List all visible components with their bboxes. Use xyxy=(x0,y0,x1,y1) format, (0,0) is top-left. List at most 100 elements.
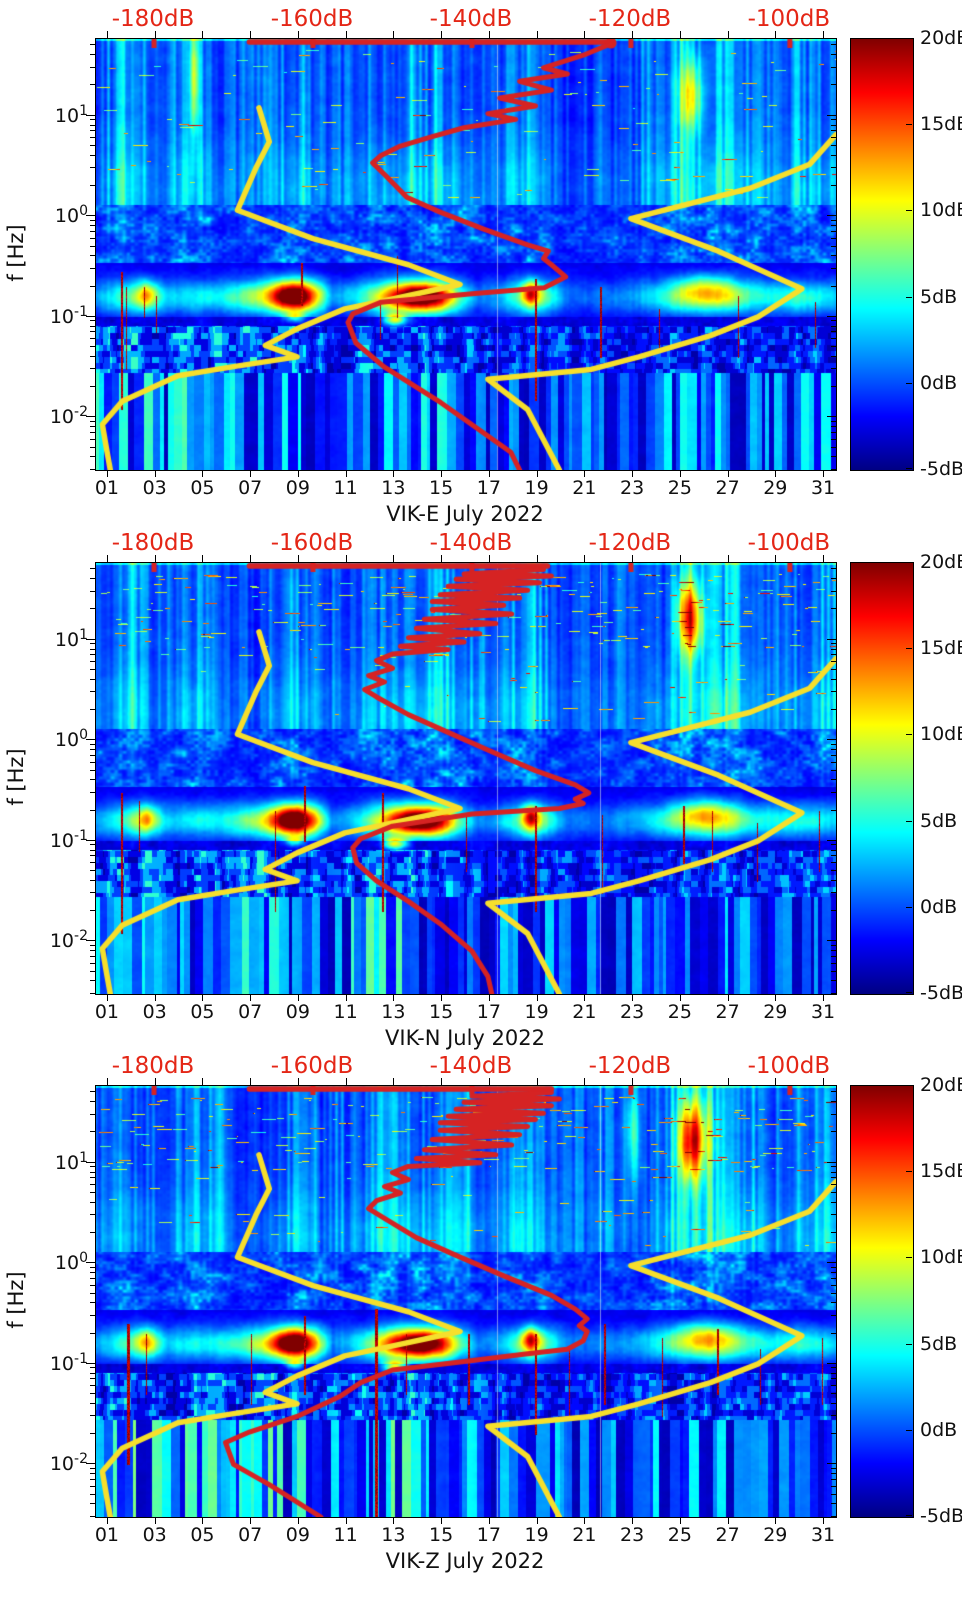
x-tick-label: 25 xyxy=(667,1524,692,1546)
axis-tick xyxy=(831,255,836,256)
axis-tick xyxy=(90,220,95,221)
axis-tick xyxy=(831,238,836,239)
axis-tick xyxy=(90,1232,95,1233)
y-tick-exponent: 1 xyxy=(79,102,88,119)
axis-tick xyxy=(827,840,836,841)
axis-tick xyxy=(831,1293,836,1294)
x-tick-label: 09 xyxy=(285,1524,310,1546)
colorbar-tick-label: 20dB xyxy=(920,27,962,49)
y-tick-exponent: -1 xyxy=(74,303,88,320)
axis-tick xyxy=(831,1278,836,1279)
colorbar-tick xyxy=(906,382,912,384)
axis-tick xyxy=(831,709,836,710)
axis-tick xyxy=(90,1315,95,1316)
axis-tick xyxy=(632,1078,633,1085)
axis-tick xyxy=(831,1503,836,1504)
axis-tick xyxy=(90,1433,95,1434)
axis-tick xyxy=(90,770,95,771)
x-tick-label: 29 xyxy=(763,477,788,499)
colorbar-tick xyxy=(906,296,912,298)
axis-tick xyxy=(393,470,394,477)
axis-tick xyxy=(90,456,95,457)
axis-tick xyxy=(90,320,95,321)
x-tick-label: 01 xyxy=(94,1524,120,1546)
colorbar-tick xyxy=(906,648,912,650)
axis-tick xyxy=(584,994,585,1001)
y-tick-exponent: -2 xyxy=(74,1451,88,1468)
top-axis-db-label: -160dB xyxy=(270,6,354,32)
y-axis-label: f [Hz] xyxy=(4,1271,28,1329)
axis-tick xyxy=(90,1293,95,1294)
axis-tick xyxy=(823,555,824,562)
axis-tick xyxy=(393,1517,394,1524)
axis-tick xyxy=(90,892,95,893)
axis-tick xyxy=(831,1378,836,1379)
x-tick-label: 05 xyxy=(190,1524,215,1546)
axis-tick xyxy=(489,1517,490,1524)
top-axis-db-label: -180dB xyxy=(111,6,195,32)
axis-tick xyxy=(831,1315,836,1316)
colorbar-tick-label: 5dB xyxy=(920,809,958,832)
axis-tick xyxy=(346,1517,347,1524)
axis-tick xyxy=(728,31,729,38)
axis-tick xyxy=(250,1078,251,1085)
axis-tick xyxy=(90,568,95,569)
axis-tick xyxy=(90,755,95,756)
axis-tick xyxy=(831,993,836,994)
y-tick-exponent: -2 xyxy=(74,928,88,945)
axis-tick xyxy=(90,255,95,256)
axis-tick xyxy=(831,167,836,168)
colorbar-tick xyxy=(906,1257,912,1259)
top-axis-db-label: -120dB xyxy=(588,6,672,32)
axis-tick xyxy=(90,326,95,327)
x-axis-title: VIK-N July 2022 xyxy=(385,1026,545,1050)
x-tick-label: 13 xyxy=(381,477,406,499)
x-tick-label: 07 xyxy=(238,1001,263,1023)
axis-tick xyxy=(86,215,95,216)
colorbar-tick xyxy=(906,820,912,822)
spectrogram-panel-VIK-E: f [Hz] VIK-E July 2022 -180dB -160dB -140d… xyxy=(0,0,962,526)
axis-tick xyxy=(831,130,836,131)
x-tick-label: 31 xyxy=(810,477,836,499)
x-tick-label: 07 xyxy=(238,477,263,499)
axis-tick xyxy=(831,1494,836,1495)
axis-tick xyxy=(90,54,95,55)
axis-tick xyxy=(831,855,836,856)
colorbar-tick-label: 15dB xyxy=(920,1160,962,1183)
axis-tick xyxy=(831,155,836,156)
axis-tick xyxy=(90,971,95,972)
y-tick-label: 10-1 xyxy=(50,304,88,328)
axis-tick xyxy=(90,1503,95,1504)
axis-tick xyxy=(90,268,95,269)
axis-tick xyxy=(90,439,95,440)
axis-tick xyxy=(441,1517,442,1524)
axis-tick xyxy=(90,792,95,793)
axis-tick xyxy=(202,994,203,1001)
x-tick-label: 11 xyxy=(333,1524,358,1546)
colorbar-tick-label: -5dB xyxy=(920,982,962,1004)
axis-tick xyxy=(250,555,251,562)
axis-tick xyxy=(537,470,538,477)
axis-tick xyxy=(90,432,95,433)
axis-tick xyxy=(90,855,95,856)
axis-tick xyxy=(90,844,95,845)
y-tick-label: 10-1 xyxy=(50,828,88,852)
axis-tick xyxy=(831,1202,836,1203)
axis-tick xyxy=(831,669,836,670)
colorbar-tick-label: 0dB xyxy=(920,371,958,394)
axis-tick xyxy=(90,1131,95,1132)
axis-tick xyxy=(831,346,836,347)
axis-tick xyxy=(90,1192,95,1193)
axis-tick xyxy=(831,1415,836,1416)
axis-tick xyxy=(831,1367,836,1368)
axis-tick xyxy=(831,1393,836,1394)
axis-tick xyxy=(831,654,836,655)
colorbar-tick xyxy=(906,1429,912,1431)
axis-tick xyxy=(831,792,836,793)
axis-tick xyxy=(90,346,95,347)
axis-tick xyxy=(90,1516,95,1517)
axis-tick xyxy=(90,44,95,45)
x-tick-label: 27 xyxy=(715,1001,740,1023)
axis-tick xyxy=(831,426,836,427)
